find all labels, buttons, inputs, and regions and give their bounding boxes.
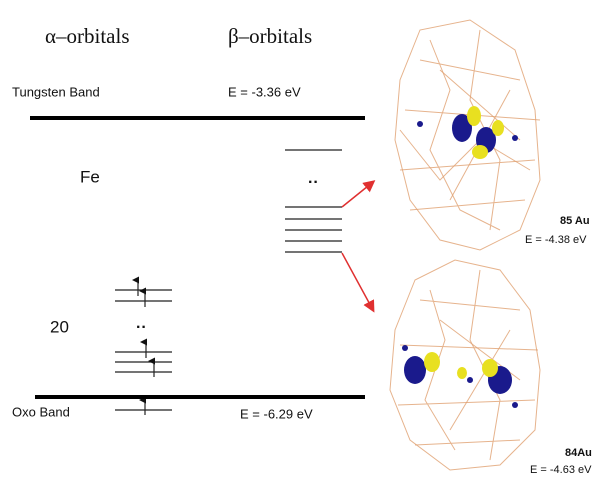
- orbital-label: 85 Au: [560, 215, 590, 227]
- oxo-energy: E = -6.29 eV: [240, 406, 313, 421]
- fe-label: Fe: [80, 167, 100, 186]
- figure: α–orbitals β–orbitals Tungsten Band E = …: [0, 0, 609, 487]
- beta-levels: [285, 150, 342, 252]
- orbital-label: 84Au: [565, 447, 592, 459]
- molecule-84: [390, 260, 540, 470]
- alpha-levels: [115, 280, 172, 415]
- molecule-85: [395, 20, 540, 250]
- orbital-energy: E = -4.38 eV: [525, 234, 587, 246]
- beta-header: β–orbitals: [228, 24, 312, 48]
- beta-dots: ··: [308, 174, 319, 191]
- orbital-energy: E = -4.63 eV: [530, 464, 592, 476]
- alpha-header: α–orbitals: [45, 24, 130, 48]
- count-label: 20: [50, 317, 69, 336]
- oxo-label: Oxo Band: [12, 404, 70, 419]
- arrow: [342, 182, 373, 207]
- tungsten-label: Tungsten Band: [12, 84, 100, 99]
- tungsten-energy: E = -3.36 eV: [228, 84, 301, 99]
- arrow: [342, 253, 373, 310]
- alpha-dots: ··: [136, 319, 147, 336]
